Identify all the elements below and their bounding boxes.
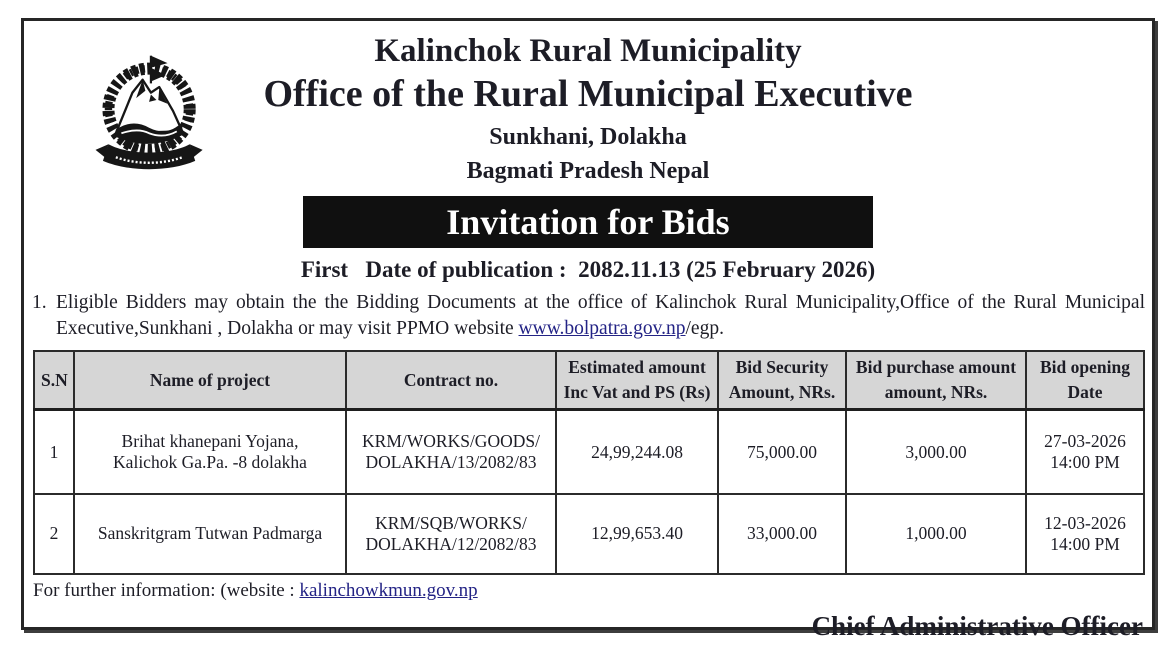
table-header-row: S.N Name of project Contract no. Estimat… — [33, 350, 1145, 412]
letterhead: Kalinchok Rural Municipality Office of t… — [24, 21, 1152, 184]
header-bid-security: Bid Security Amount, NRs. — [717, 350, 847, 412]
header-sn: S.N — [33, 350, 75, 412]
further-information-line: For further information: (website : kali… — [33, 580, 1152, 602]
header-project-name: Name of project — [73, 350, 347, 412]
cell-bid-security: 33,000.00 — [717, 492, 847, 575]
further-information-text: For further information: (website : — [33, 579, 300, 601]
org-name: Kalinchok Rural Municipality — [374, 33, 802, 69]
cell-sn: 1 — [33, 408, 75, 495]
nepal-coat-of-arms-icon — [95, 55, 203, 170]
cell-bid-opening: 12-03-2026 14:00 PM — [1025, 492, 1145, 575]
address-line-1: Sunkhani, Dolakha — [489, 124, 687, 150]
notice-paragraph: 1. Eligible Bidders may obtain the the B… — [32, 290, 1145, 341]
bids-table: S.N Name of project Contract no. Estimat… — [33, 350, 1145, 575]
municipality-website-link[interactable]: kalinchowkmun.gov.np — [299, 579, 478, 601]
header-bid-purchase: Bid purchase amount amount, NRs. — [845, 350, 1027, 412]
cell-project-name: Sanskritgram Tutwan Padmarga — [73, 492, 347, 575]
header-estimated-amount: Estimated amount Inc Vat and PS (Rs) — [555, 350, 719, 412]
ppmo-website-link[interactable]: www.bolpatra.gov.np — [518, 317, 686, 339]
address-line-2: Bagmati Pradesh Nepal — [466, 158, 710, 184]
header-contract-no: Contract no. — [345, 350, 557, 412]
cell-bid-purchase: 3,000.00 — [845, 408, 1027, 495]
notice-text-before-link: Eligible Bidders may obtain the the Bidd… — [56, 292, 1145, 339]
notice-text: Eligible Bidders may obtain the the Bidd… — [56, 290, 1145, 341]
notice-text-after-link: /egp. — [685, 317, 724, 339]
notice-item-number: 1. — [32, 292, 47, 313]
table-row: 2 Sanskritgram Tutwan Padmarga KRM/SQB/W… — [33, 492, 1145, 575]
document-border-frame: Kalinchok Rural Municipality Office of t… — [21, 18, 1155, 641]
header-bid-opening: Bid opening Date — [1025, 350, 1145, 412]
cell-estimated-amount: 24,99,244.08 — [555, 408, 719, 495]
cell-sn: 2 — [33, 492, 75, 575]
cell-contract-no: KRM/WORKS/GOODS/ DOLAKHA/13/2082/83 — [345, 408, 557, 495]
cell-bid-purchase: 1,000.00 — [845, 492, 1027, 575]
cell-bid-security: 75,000.00 — [717, 408, 847, 495]
table-row: 1 Brihat khanepani Yojana, Kalichok Ga.P… — [33, 408, 1145, 495]
cell-estimated-amount: 12,99,653.40 — [555, 492, 719, 575]
signature-title: Chief Administrative Officer — [811, 610, 1143, 641]
invitation-banner: Invitation for Bids — [303, 196, 873, 248]
cell-project-name: Brihat khanepani Yojana, Kalichok Ga.Pa.… — [73, 408, 347, 495]
cell-contract-no: KRM/SQB/WORKS/ DOLAKHA/12/2082/83 — [345, 492, 557, 575]
publication-date-line: First Date of publication : 2082.11.13 (… — [300, 257, 876, 282]
office-name: Office of the Rural Municipal Executive — [263, 73, 913, 115]
cell-bid-opening: 27-03-2026 14:00 PM — [1025, 408, 1145, 495]
